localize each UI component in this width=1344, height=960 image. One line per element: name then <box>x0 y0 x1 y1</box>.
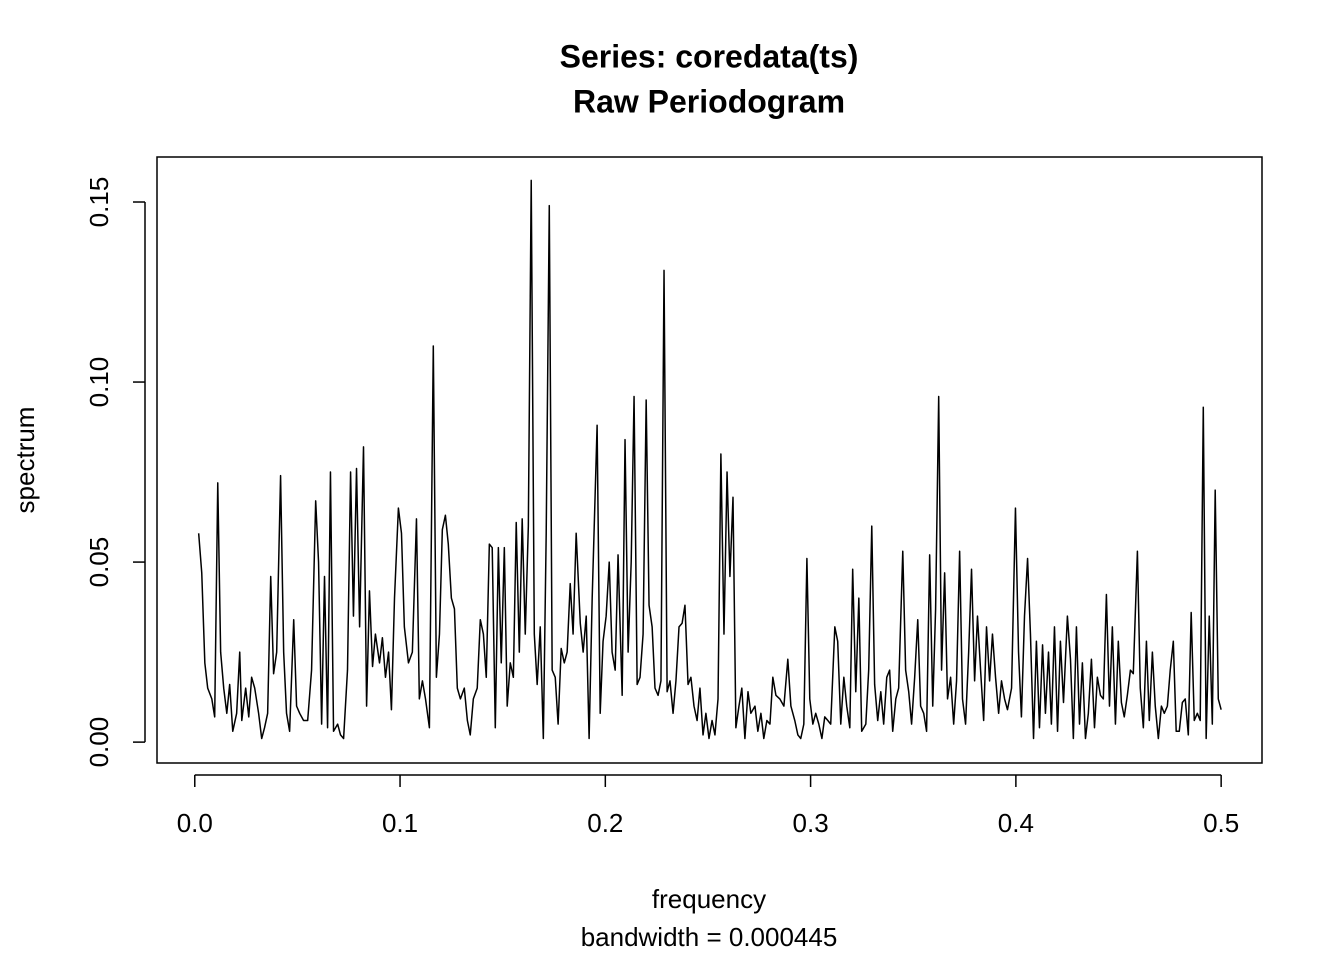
x-axis-sublabel: bandwidth = 0.000445 <box>581 922 838 952</box>
x-tick-label: 0.2 <box>587 808 623 838</box>
chart-title: Series: coredata(ts) <box>560 38 859 74</box>
spectrum-line <box>197 179 1222 740</box>
y-tick-label: 0.00 <box>84 717 114 768</box>
x-tick-label: 0.3 <box>793 808 829 838</box>
y-tick-label: 0.15 <box>84 177 114 228</box>
y-tick-label: 0.10 <box>84 357 114 408</box>
chart-subtitle: Raw Periodogram <box>573 83 845 119</box>
x-tick-label: 0.4 <box>998 808 1034 838</box>
plot-frame <box>156 156 1263 764</box>
x-tick-label: 0.5 <box>1203 808 1239 838</box>
y-axis-label: spectrum <box>10 407 40 514</box>
x-tick-label: 0.0 <box>177 808 213 838</box>
x-axis-label: frequency <box>652 884 766 914</box>
x-tick-label: 0.1 <box>382 808 418 838</box>
y-tick-label: 0.05 <box>84 537 114 588</box>
